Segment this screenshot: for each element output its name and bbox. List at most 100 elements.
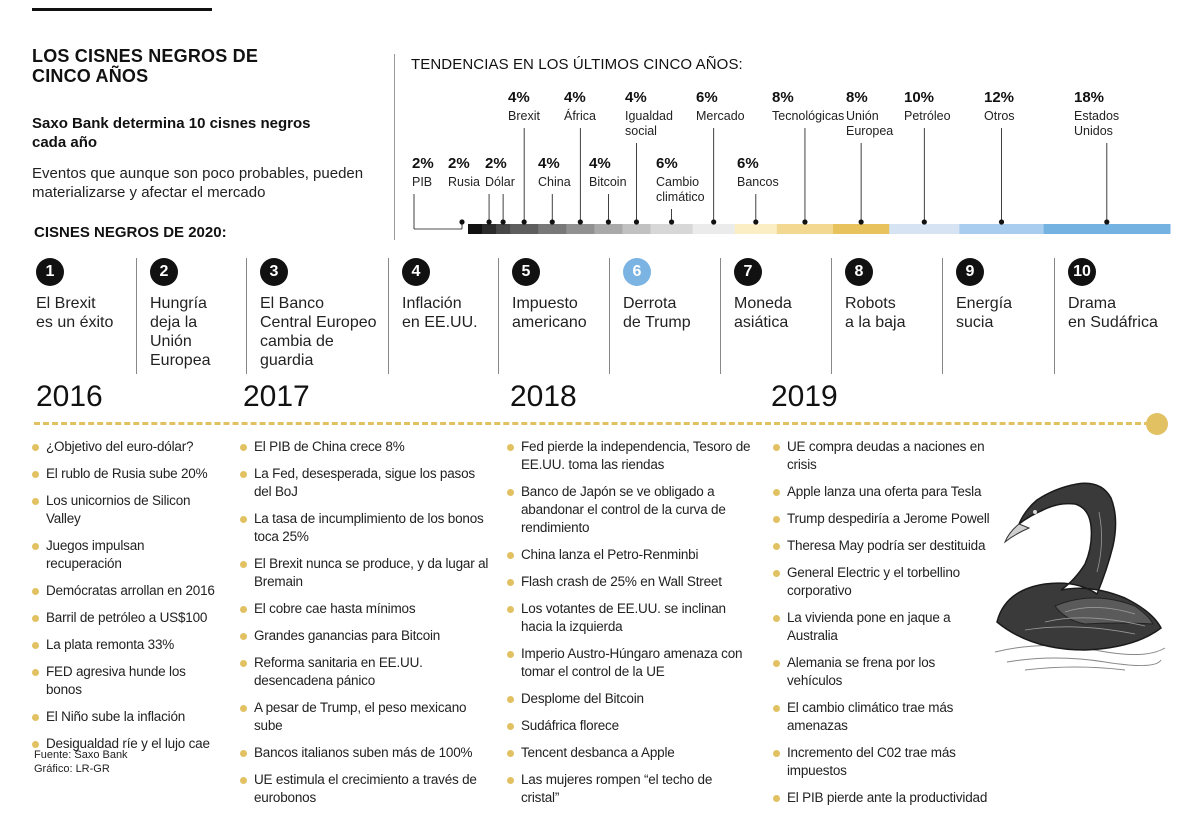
list-item: Reforma sanitaria en EE.UU. desencadena …	[240, 654, 490, 690]
trend-category-label: Unidos	[1074, 124, 1113, 138]
list-item: La plata remonta 33%	[32, 636, 222, 654]
list-item: La Fed, desesperada, sigue los pasos del…	[240, 465, 490, 501]
swan-item-5: 5 Impuesto americano	[512, 258, 587, 378]
list-item: Demócratas arrollan en 2016	[32, 582, 222, 600]
swan-number-badge: 4	[402, 258, 430, 286]
swan-item-1: 1 El Brexit es un éxito	[36, 258, 113, 378]
trend-percent-label: 18%	[1074, 89, 1104, 106]
swan-number-badge: 3	[260, 258, 288, 286]
trend-leader-dot	[486, 219, 492, 225]
trend-category-label: Cambio	[656, 175, 699, 189]
black-swan-illustration	[994, 482, 1166, 671]
trend-percent-label: 2%	[485, 155, 507, 172]
list-item: UE estimula el crecimiento a través de e…	[240, 771, 490, 807]
swan-label: El Banco Central Europeo cambia de guard…	[260, 295, 377, 369]
swan-beak	[1003, 523, 1031, 544]
trend-percent-label: 8%	[846, 89, 868, 106]
subtitle-bold: Saxo Bank determina 10 cisnes negros cad…	[32, 115, 311, 151]
list-item: Tencent desbanca a Apple	[507, 744, 752, 762]
list-item: Las mujeres rompen “el techo de cristal”	[507, 771, 752, 807]
trend-category-label: Brexit	[508, 109, 540, 123]
trend-bar-segment	[776, 224, 834, 234]
trend-leader-dot	[1104, 219, 1110, 225]
trend-leader-dot	[459, 219, 465, 225]
trend-bar-segment	[594, 224, 623, 234]
trend-leader-dot	[633, 219, 640, 225]
trend-percent-label: 6%	[656, 155, 678, 172]
list-item: El rublo de Rusia sube 20%	[32, 465, 222, 483]
trend-bar-segment	[833, 224, 890, 234]
trend-percent-label: 4%	[538, 155, 560, 172]
trend-bar-segment	[622, 224, 652, 234]
list-item: Los votantes de EE.UU. se inclinan hacia…	[507, 600, 752, 636]
swan-label: Inflación en EE.UU.	[402, 295, 478, 331]
swan-item-6: 6 Derrota de Trump	[623, 258, 691, 378]
trend-category-label: social	[625, 124, 657, 138]
trend-percent-label: 2%	[448, 155, 470, 172]
list-item: General Electric y el torbellino corpora…	[773, 564, 993, 600]
list-item: Incremento del C02 trae más impuestos	[773, 744, 993, 780]
swan-number-badge: 8	[845, 258, 873, 286]
list-item: China lanza el Petro-Renminbi	[507, 546, 752, 564]
swan-item-8: 8 Robots a la baja	[845, 258, 906, 378]
swan-number-badge: 2	[150, 258, 178, 286]
swan-divider	[388, 258, 389, 374]
list-item: FED agresiva hunde los bonos	[32, 663, 222, 699]
swan-number-badge: 10	[1068, 258, 1096, 286]
trend-percent-label: 4%	[508, 89, 530, 106]
trend-leader-dot	[500, 219, 506, 225]
swan-label: Drama en Sudáfrica	[1068, 295, 1158, 331]
trend-percent-label: 10%	[904, 89, 934, 106]
trend-category-label: climático	[656, 190, 705, 204]
trend-bar-segment	[1043, 224, 1171, 234]
trends-title: TENDENCIAS EN LOS ÚLTIMOS CINCO AÑOS:	[411, 56, 743, 73]
year-label-2017: 2017	[243, 380, 310, 413]
trend-leader-dot	[668, 219, 675, 225]
swan-item-3: 3 El Banco Central Europeo cambia de gua…	[260, 258, 377, 378]
trend-leader-dot	[521, 219, 527, 225]
trend-leader-dot	[753, 219, 759, 225]
trend-category-label: Unión	[846, 109, 879, 123]
swan-eye	[1033, 510, 1037, 514]
swan-label: Robots a la baja	[845, 295, 906, 331]
swan-divider	[831, 258, 832, 374]
list-item: Alemania se frena por los vehículos	[773, 654, 993, 690]
trend-category-label: Europea	[846, 124, 893, 138]
trend-leader-dot	[549, 219, 555, 225]
trend-bar-segment	[692, 224, 736, 234]
list-item: La tasa de incumplimiento de los bonos t…	[240, 510, 490, 546]
list-item: Juegos impulsan recuperación	[32, 537, 222, 573]
trend-category-label: Igualdad	[625, 109, 673, 123]
graphic-credit: Gráfico: LR-GR	[34, 763, 110, 775]
subtitle: Eventos que aunque son poco probables, p…	[32, 165, 364, 201]
list-item: Imperio Austro-Húngaro amenaza con tomar…	[507, 645, 752, 681]
swan-item-2: 2 Hungría deja la Unión Europea	[150, 258, 211, 378]
trend-bar-segment	[468, 224, 483, 234]
swan-label: Energía sucia	[956, 295, 1013, 331]
list-item: El Niño sube la inflación	[32, 708, 222, 726]
swan-divider	[136, 258, 137, 374]
list-item: Flash crash de 25% en Wall Street	[507, 573, 752, 591]
swan-feather-lines	[1024, 511, 1146, 635]
trend-category-label: Bitcoin	[589, 175, 627, 189]
swan-divider	[246, 258, 247, 374]
trend-leader-dot	[577, 219, 583, 225]
list-item: UE compra deudas a naciones en crisis	[773, 438, 993, 474]
list-item: Fed pierde la independencia, Tesoro de E…	[507, 438, 752, 474]
swan-item-7: 7 Moneda asiática	[734, 258, 792, 378]
swan-divider	[720, 258, 721, 374]
list-item: Barril de petróleo a US$100	[32, 609, 222, 627]
trend-category-label: Tecnológicas	[772, 109, 844, 123]
list-item: Desigualdad ríe y el lujo cae	[32, 735, 222, 753]
swan-divider	[942, 258, 943, 374]
trend-leader-dot	[802, 219, 808, 225]
timeline-dashed-line	[34, 422, 1150, 425]
events-2017-list: El PIB de China crece 8% La Fed, desespe…	[240, 438, 490, 816]
trend-leader-dot	[998, 219, 1005, 225]
swan-number-badge: 9	[956, 258, 984, 286]
swans-2020-title: CISNES NEGROS DE 2020:	[34, 224, 227, 241]
events-2019-list: UE compra deudas a naciones en crisis Ap…	[773, 438, 993, 816]
swan-label: Moneda asiática	[734, 295, 792, 331]
list-item: El cambio climático trae más amenazas	[773, 699, 993, 735]
swan-item-9: 9 Energía sucia	[956, 258, 1012, 378]
